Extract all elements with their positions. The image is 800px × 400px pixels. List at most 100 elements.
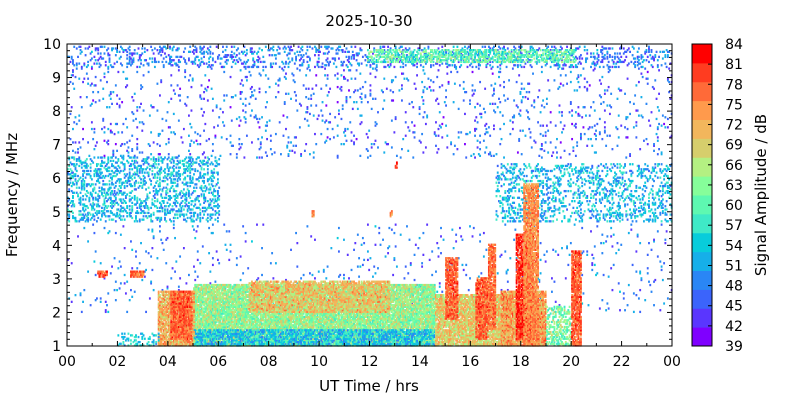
heatmap-cell: [651, 49, 653, 51]
heatmap-cell: [385, 66, 387, 68]
heatmap-cell: [322, 101, 324, 103]
heatmap-cell: [600, 163, 602, 165]
heatmap-cell: [430, 64, 432, 66]
heatmap-cell: [392, 79, 394, 81]
heatmap-cell: [625, 183, 627, 185]
heatmap-cell: [78, 187, 80, 189]
heatmap-cell: [548, 202, 550, 204]
heatmap-cell: [322, 120, 324, 122]
heatmap-cell: [526, 59, 528, 61]
heatmap-cell: [197, 133, 199, 135]
heatmap-cell: [614, 52, 616, 54]
heatmap-cell: [119, 51, 121, 53]
heatmap-cell: [304, 118, 306, 120]
heatmap-cell: [201, 166, 203, 168]
heatmap-cell: [146, 49, 148, 51]
heatmap-cell: [216, 104, 218, 106]
heatmap-cell: [201, 98, 203, 100]
heatmap-cell: [140, 182, 142, 184]
heatmap-cell: [305, 88, 307, 90]
heatmap-cell: [177, 56, 179, 58]
heatmap-cell: [579, 46, 581, 48]
heatmap-cell: [497, 172, 499, 174]
heatmap-cell: [112, 47, 114, 49]
heatmap-cell: [156, 166, 158, 168]
heatmap-cell: [124, 163, 126, 165]
heatmap-cell: [581, 202, 583, 204]
heatmap-cell: [240, 146, 242, 148]
heatmap-cell: [288, 136, 290, 138]
heatmap-cell: [433, 81, 435, 83]
heatmap-cell: [104, 140, 106, 142]
heatmap-cell: [560, 178, 562, 180]
heatmap-cell: [184, 177, 186, 179]
heatmap-cell: [126, 57, 128, 59]
heatmap-cell: [177, 217, 179, 219]
heatmap-cell: [622, 197, 624, 199]
heatmap-cell: [560, 170, 562, 172]
heatmap-cell: [207, 172, 209, 174]
heatmap-cell: [104, 73, 106, 75]
heatmap-cell: [117, 158, 119, 160]
heatmap-cell: [153, 212, 155, 214]
heatmap-cell: [211, 217, 213, 219]
heatmap-cell: [630, 198, 632, 200]
heatmap-cell: [352, 108, 354, 110]
heatmap-cell: [634, 61, 636, 63]
heatmap-cell: [126, 205, 128, 207]
heatmap-cell: [133, 99, 135, 101]
heatmap-cell: [159, 133, 161, 135]
heatmap-cell: [580, 62, 582, 64]
heatmap-cell: [261, 116, 263, 118]
heatmap-cell: [422, 69, 424, 71]
heatmap-cell: [154, 200, 156, 202]
heatmap-cell: [126, 126, 128, 128]
heatmap-cell: [167, 163, 169, 165]
heatmap-cell: [88, 46, 90, 48]
heatmap-cell: [149, 145, 151, 147]
heatmap-cell: [550, 220, 552, 222]
heatmap-cell: [353, 101, 355, 103]
heatmap-cell: [375, 98, 377, 100]
heatmap-cell: [288, 93, 290, 95]
heatmap-cell: [351, 140, 353, 142]
heatmap-cell: [372, 98, 374, 100]
heatmap-cell: [420, 141, 422, 143]
heatmap-cell: [167, 188, 169, 190]
heatmap-cell: [324, 67, 326, 69]
heatmap-cell: [472, 66, 474, 68]
heatmap-cell: [367, 101, 369, 103]
heatmap-cell: [146, 193, 148, 195]
heatmap-cell: [334, 57, 336, 59]
heatmap-cell: [458, 59, 460, 61]
heatmap-cell: [148, 71, 150, 73]
heatmap-cell: [189, 153, 191, 155]
heatmap-cell: [102, 180, 104, 182]
heatmap-cell: [372, 67, 374, 69]
heatmap-cell: [624, 163, 626, 165]
heatmap-cell: [443, 116, 445, 118]
heatmap-cell: [240, 83, 242, 85]
heatmap-cell: [235, 94, 237, 96]
heatmap-cell: [291, 150, 293, 152]
heatmap-cell: [313, 114, 315, 116]
heatmap-cell: [435, 145, 437, 147]
heatmap-cell: [659, 168, 661, 170]
heatmap-cell: [564, 168, 566, 170]
heatmap-cell: [328, 46, 330, 48]
heatmap-cell: [175, 156, 177, 158]
heatmap-cell: [401, 99, 403, 101]
heatmap-cell: [129, 195, 131, 197]
heatmap-cell: [72, 59, 74, 61]
heatmap-cell: [662, 210, 664, 212]
heatmap-cell: [242, 84, 244, 86]
heatmap-cell: [319, 51, 321, 53]
heatmap-cell: [105, 61, 107, 63]
heatmap-cell: [165, 56, 167, 58]
heatmap-cell: [238, 116, 240, 118]
heatmap-cell: [576, 66, 578, 68]
heatmap-cell: [583, 163, 585, 165]
heatmap-cell: [112, 91, 114, 93]
heatmap-cell: [143, 218, 145, 220]
heatmap-cell: [402, 138, 404, 140]
